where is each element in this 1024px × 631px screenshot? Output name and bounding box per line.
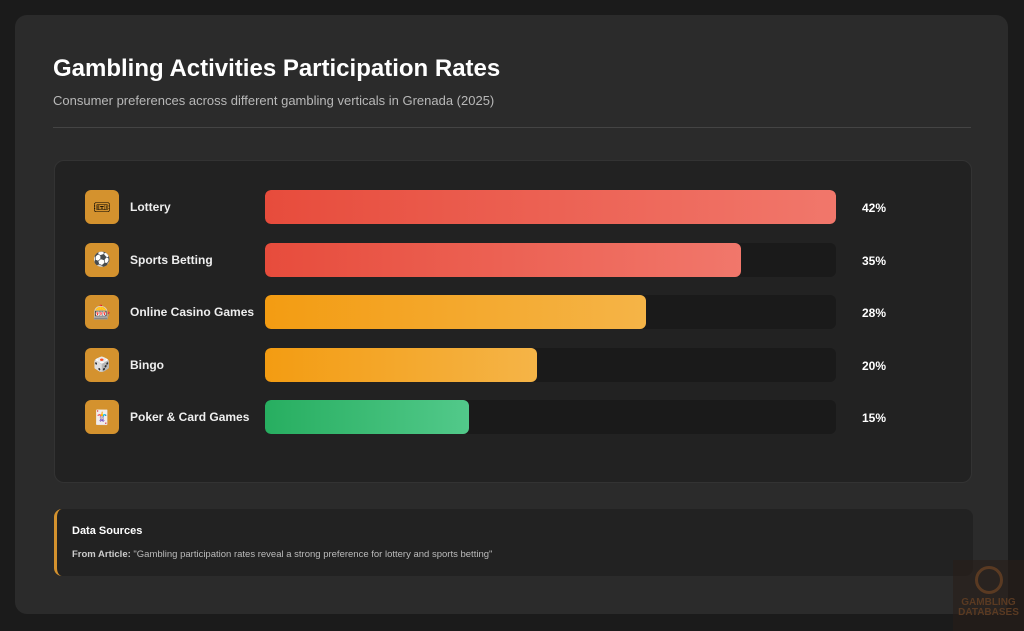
bar-value-label: 35% — [862, 253, 887, 268]
sources-title: Data Sources — [72, 525, 143, 537]
bar-track — [265, 347, 836, 382]
bar-track — [265, 242, 836, 277]
bar-fill — [265, 400, 469, 434]
sources-prefix: From Article: — [72, 549, 131, 560]
bar-fill — [265, 347, 537, 382]
sources-citation: From Article: "Gambling participation ra… — [72, 549, 492, 560]
bar-row: 🎰 Online Casino Games 28% — [85, 295, 945, 329]
bar-label: Poker & Card Games — [130, 410, 250, 424]
ticket-icon: 🎟 — [85, 190, 119, 224]
bar-chart-panel: 🎟 Lottery 42% ⚽ Sports Betting 35% 🎰 Onlin… — [54, 160, 972, 483]
watermark-line1: GAMBLING — [961, 597, 1016, 608]
watermark-line2: DATABASES — [958, 607, 1019, 618]
sources-quote: "Gambling participation rates reveal a s… — [133, 549, 493, 560]
bar-value-label: 15% — [862, 411, 887, 425]
page-subtitle: Consumer preferences across different ga… — [53, 93, 495, 108]
dice-icon: 🎲 — [85, 347, 119, 382]
bar-fill — [265, 190, 836, 224]
watermark-logo: GAMBLING DATABASES — [953, 560, 1024, 631]
bar-label: Online Casino Games — [130, 305, 255, 319]
bar-row: 🎟 Lottery 42% — [85, 190, 945, 224]
chart-card: Gambling Activities Participation Rates … — [15, 15, 1008, 614]
data-sources-box: Data Sources From Article: "Gambling par… — [54, 509, 973, 576]
bar-fill — [265, 242, 741, 277]
bar-label: Lottery — [130, 200, 171, 214]
slot-machine-icon: 🎰 — [85, 295, 119, 329]
poker-chip-icon — [974, 566, 1003, 594]
bar-track — [265, 190, 836, 224]
bar-value-label: 28% — [862, 306, 887, 320]
bar-fill — [265, 295, 646, 329]
bar-track — [265, 295, 836, 329]
bar-row: ⚽ Sports Betting 35% — [85, 242, 945, 277]
page-title: Gambling Activities Participation Rates — [53, 55, 501, 82]
bar-value-label: 42% — [862, 201, 887, 215]
bar-row: 🎲 Bingo 20% — [85, 347, 945, 382]
soccer-ball-icon: ⚽ — [85, 242, 119, 277]
bar-label: Sports Betting — [130, 252, 213, 267]
bar-track — [265, 400, 836, 434]
divider — [53, 127, 971, 128]
bar-row: 🃏 Poker & Card Games 15% — [85, 400, 945, 434]
playing-card-icon: 🃏 — [85, 400, 119, 434]
bar-value-label: 20% — [862, 358, 887, 373]
bar-label: Bingo — [130, 357, 164, 372]
